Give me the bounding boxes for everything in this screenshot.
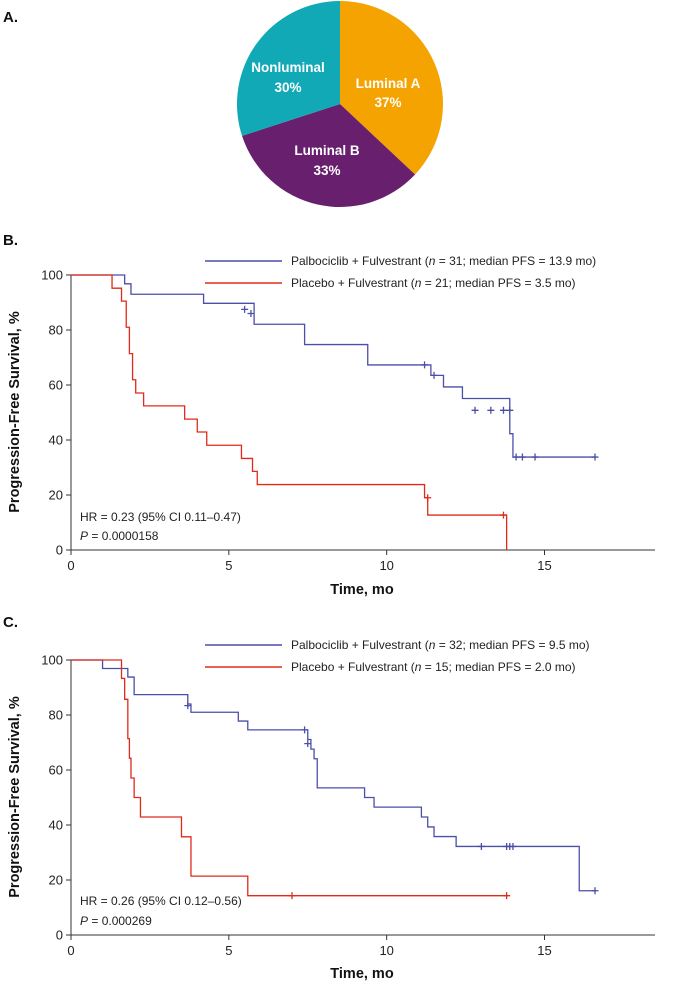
legend-b: Palbociclib + Fulvestrant (n = 31; media…: [205, 254, 596, 290]
y-tick-label-c-40: 40: [49, 818, 63, 833]
y-tick-label-c-60: 60: [49, 763, 63, 778]
x-axis-title-c: Time, mo: [330, 966, 394, 982]
x-tick-label-b-5: 5: [225, 558, 232, 573]
y-axis-title-b: Progression-Free Survival, %: [7, 311, 23, 513]
censor-mark-palbociclib-b-4: [471, 406, 479, 414]
censor-mark-palbociclib-b-7: [506, 406, 514, 414]
panel-a: A. Luminal A 37% Luminal B 33% Nonlumina…: [3, 0, 443, 207]
pie-slice-luminal-a: [340, 1, 443, 175]
legend-label-palbociclib-b: Palbociclib + Fulvestrant (n = 31; media…: [291, 254, 596, 268]
panel-b-letter: B.: [3, 232, 18, 249]
y-tick-label-c-0: 0: [56, 928, 63, 943]
censor-mark-palbociclib-b-10: [531, 453, 539, 461]
km-curve-placebo-b: [71, 274, 508, 550]
y-tick-label-b-60: 60: [49, 378, 63, 393]
p-value-b: P = 0.0000158: [80, 529, 159, 543]
y-tick-label-c-80: 80: [49, 708, 63, 723]
hazard-ratio-b: HR = 0.23 (95% CI 0.11–0.47): [80, 510, 241, 524]
hazard-ratio-c: HR = 0.26 (95% CI 0.12–0.56): [80, 894, 242, 908]
legend-label-placebo-c: Placebo + Fulvestrant (n = 15; median PF…: [291, 660, 576, 674]
y-tick-label-c-20: 20: [49, 873, 63, 888]
nonluminal-label: Nonluminal: [251, 60, 325, 75]
x-tick-label-c-10: 10: [379, 943, 393, 958]
y-axis-title-c: Progression-Free Survival, %: [7, 696, 23, 898]
censor-mark-palbociclib-b-5: [487, 406, 495, 414]
luminal-a-percent: 37%: [374, 95, 401, 110]
censor-mark-placebo-b-0: [424, 494, 432, 502]
censor-mark-palbociclib-c-6: [509, 842, 517, 850]
censor-mark-palbociclib-c-7: [591, 887, 599, 895]
legend-label-palbociclib-c: Palbociclib + Fulvestrant (n = 32; media…: [291, 638, 590, 652]
censor-mark-palbociclib-b-6: [499, 406, 507, 414]
censor-mark-placebo-b-1: [499, 511, 507, 519]
p-value-c: P = 0.000269: [80, 914, 152, 928]
panel-b: B. 0 20 40 60 80 100 0 5 10 15 Palbociclib + Fulv…: [3, 232, 655, 598]
censor-mark-palbociclib-b-8: [512, 453, 520, 461]
y-tick-label-b-40: 40: [49, 433, 63, 448]
legend-label-placebo-b: Placebo + Fulvestrant (n = 21; median PF…: [291, 276, 576, 290]
nonluminal-percent: 30%: [274, 80, 301, 95]
panel-a-letter: A.: [3, 9, 18, 26]
censor-mark-palbociclib-b-11: [591, 453, 599, 461]
pie-slice-luminal-b: [242, 104, 416, 207]
panel-c-letter: C.: [3, 614, 18, 631]
censor-mark-palbociclib-c-3: [477, 842, 485, 850]
km-curve-placebo-c: [71, 659, 507, 897]
censor-mark-placebo-c-1: [503, 892, 511, 900]
luminal-b-label: Luminal B: [294, 143, 360, 158]
x-tick-label-b-15: 15: [537, 558, 551, 573]
x-tick-label-b-0: 0: [67, 558, 74, 573]
y-tick-label-b-0: 0: [56, 543, 63, 558]
panel-c: C. 0 20 40 60 80 100 0 5 10 15 Palbociclib + Fulv…: [3, 614, 655, 982]
censor-mark-palbociclib-b-3: [430, 371, 438, 379]
censor-mark-palbociclib-b-0: [241, 305, 249, 313]
censor-mark-palbociclib-c-1: [301, 726, 309, 734]
censor-mark-palbociclib-c-2: [304, 740, 312, 748]
km-plot-c: 0 20 40 60 80 100 0 5 10 15: [41, 653, 655, 958]
censor-mark-palbociclib-c-0: [184, 702, 192, 710]
pie-slice-nonluminal: [236, 0, 340, 136]
x-tick-label-c-15: 15: [537, 943, 551, 958]
x-axis-title-b: Time, mo: [330, 582, 394, 598]
pie-chart: [236, 0, 443, 207]
censor-mark-palbociclib-b-1: [247, 310, 255, 317]
luminal-a-label: Luminal A: [356, 76, 421, 91]
y-tick-label-c-100: 100: [41, 653, 63, 668]
km-plot-b: 0 20 40 60 80 100 0 5 10 15: [41, 268, 655, 573]
censor-mark-placebo-c-0: [288, 892, 296, 900]
censor-mark-palbociclib-b-2: [421, 361, 429, 369]
y-tick-label-b-100: 100: [41, 268, 63, 283]
x-tick-label-c-5: 5: [225, 943, 232, 958]
legend-c: Palbociclib + Fulvestrant (n = 32; media…: [205, 638, 590, 674]
km-curve-palbociclib-c: [71, 659, 596, 892]
y-tick-label-b-80: 80: [49, 323, 63, 338]
km-curve-palbociclib-b: [71, 274, 596, 458]
luminal-b-percent: 33%: [313, 163, 340, 178]
censor-mark-palbociclib-b-9: [518, 453, 526, 461]
x-tick-label-c-0: 0: [67, 943, 74, 958]
x-tick-label-b-10: 10: [379, 558, 393, 573]
y-tick-label-b-20: 20: [49, 488, 63, 503]
